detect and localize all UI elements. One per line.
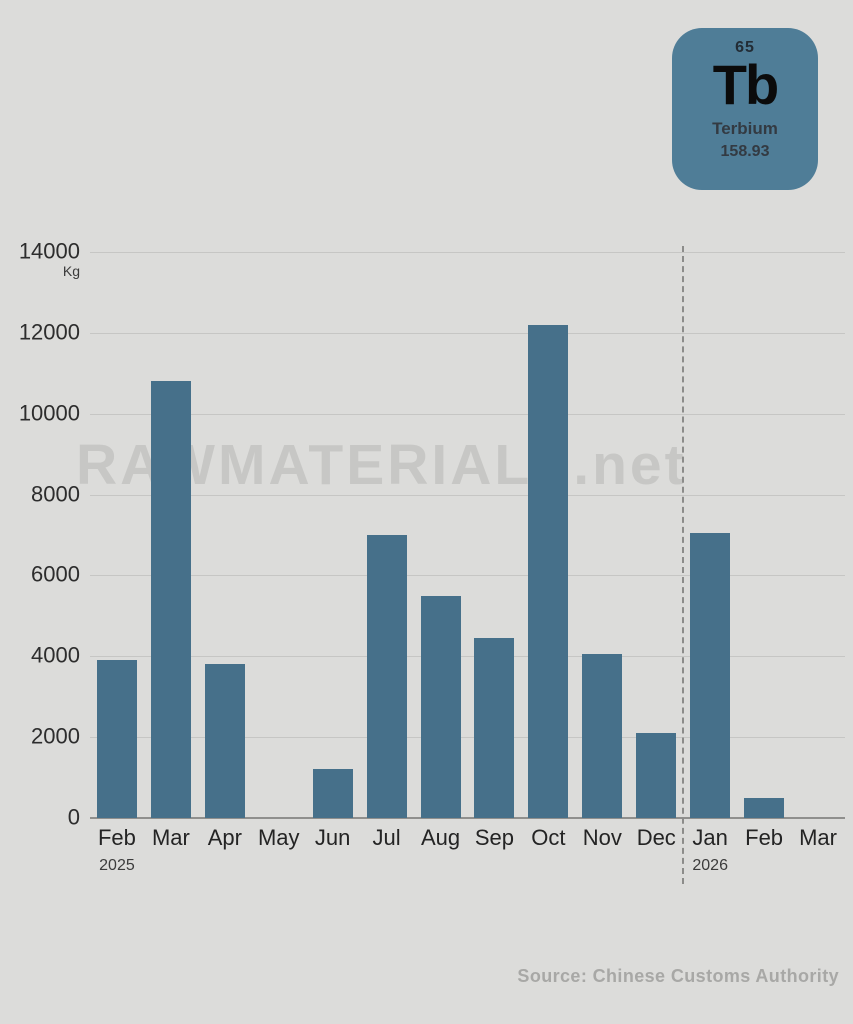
y-tick-label-10000: 10000 bbox=[18, 400, 80, 426]
x-tick-label-may-3: May bbox=[257, 825, 300, 850]
atomic-mass: 158.93 bbox=[720, 143, 770, 160]
bar-sep-7 bbox=[474, 638, 515, 818]
x-tick-label-jul-5: Jul bbox=[372, 825, 401, 850]
bar-nov-9 bbox=[582, 654, 623, 818]
bar-aug-6 bbox=[420, 595, 461, 818]
y-tick-label-4000: 4000 bbox=[31, 642, 80, 668]
x-tick-label-dec-10: Dec bbox=[636, 825, 676, 850]
gridline-8000 bbox=[90, 494, 845, 496]
year-divider-line bbox=[682, 246, 685, 884]
x-tick-label-feb-0: Feb bbox=[97, 825, 136, 850]
y-tick-label-12000: 12000 bbox=[18, 319, 80, 345]
bar-oct-8 bbox=[528, 324, 569, 818]
y-axis-unit-label: Kg bbox=[62, 263, 80, 279]
element-name: Terbium bbox=[712, 119, 778, 138]
x-axis-line bbox=[90, 817, 845, 819]
bar-mar-1 bbox=[150, 381, 191, 818]
element-symbol: Tb bbox=[712, 53, 779, 116]
gridline-4000 bbox=[90, 656, 845, 658]
year-label-2026: 2026 bbox=[692, 857, 728, 874]
bar-jun-4 bbox=[312, 769, 353, 818]
y-tick-label-14000: 14000 bbox=[18, 238, 80, 264]
source-caption: Source: Chinese Customs Authority bbox=[517, 966, 839, 986]
y-tick-label-8000: 8000 bbox=[31, 481, 80, 507]
year-label-2025: 2025 bbox=[99, 857, 135, 874]
x-tick-label-jan-11: Jan bbox=[692, 825, 728, 850]
bar-feb-0 bbox=[96, 660, 137, 818]
y-tick-label-0: 0 bbox=[67, 804, 80, 830]
x-tick-label-mar-13: Mar bbox=[799, 825, 837, 850]
x-tick-label-feb-12: Feb bbox=[745, 825, 784, 850]
bar-jul-5 bbox=[366, 535, 407, 818]
y-tick-label-6000: 6000 bbox=[31, 561, 80, 587]
x-tick-label-apr-2: Apr bbox=[207, 825, 242, 850]
bar-apr-2 bbox=[204, 664, 245, 818]
bar-jan-11 bbox=[690, 532, 731, 818]
gridline-10000 bbox=[90, 413, 845, 415]
gridline-12000 bbox=[90, 332, 845, 334]
x-tick-label-mar-1: Mar bbox=[151, 825, 190, 850]
bar-dec-10 bbox=[636, 733, 677, 818]
y-tick-label-2000: 2000 bbox=[31, 723, 80, 749]
x-tick-label-oct-8: Oct bbox=[531, 825, 566, 850]
element-tile: 65 Tb Terbium 158.93 bbox=[672, 28, 818, 190]
gridline-2000 bbox=[90, 737, 845, 739]
atomic-number: 65 bbox=[735, 39, 755, 56]
x-tick-label-aug-6: Aug bbox=[420, 825, 461, 850]
x-tick-label-sep-7: Sep bbox=[474, 825, 515, 850]
x-tick-label-jun-4: Jun bbox=[314, 825, 351, 850]
bar-feb-12 bbox=[744, 797, 785, 818]
gridline-14000 bbox=[90, 252, 845, 253]
x-tick-label-nov-9: Nov bbox=[582, 825, 622, 850]
gridline-6000 bbox=[90, 575, 845, 577]
